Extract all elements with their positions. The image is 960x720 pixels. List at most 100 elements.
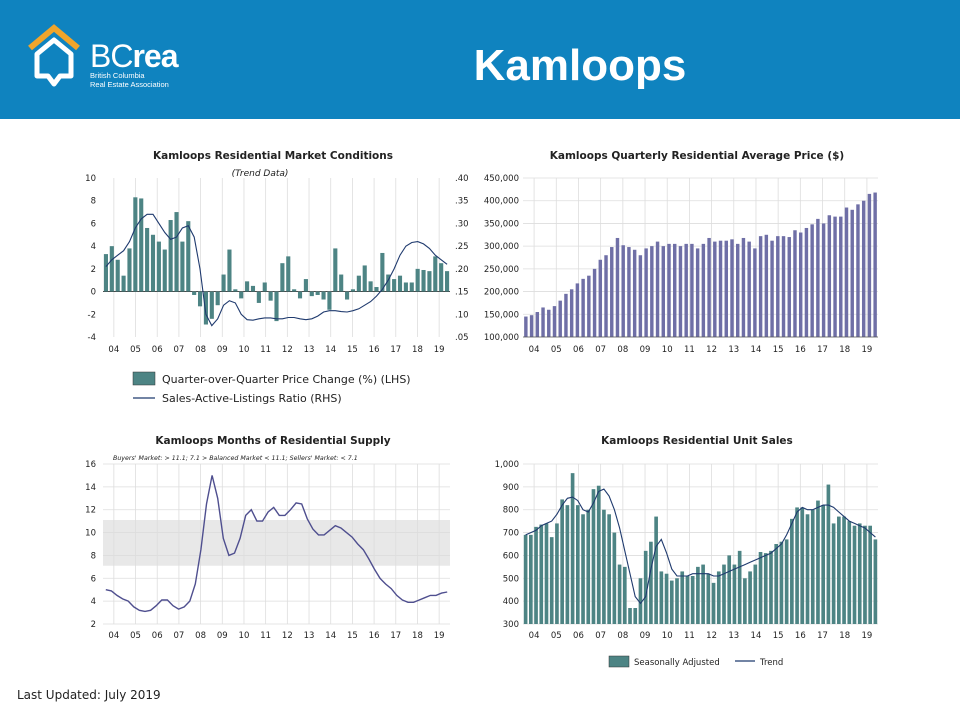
y-tick-label: 400 — [503, 597, 519, 607]
unit-sales-bar — [544, 523, 549, 624]
unit-sales-bar — [581, 514, 585, 624]
unit-sales-bar — [565, 505, 570, 624]
x-tick-label: 10 — [662, 345, 673, 355]
price-change-bar — [274, 291, 279, 322]
x-tick-label: 13 — [304, 345, 315, 355]
x-tick-label: 17 — [817, 345, 828, 355]
price-change-bar — [262, 282, 267, 292]
price-change-bar — [403, 282, 408, 292]
price-change-bar — [209, 291, 214, 319]
unit-sales-bar — [696, 566, 700, 624]
x-tick-label: 11 — [684, 631, 695, 641]
x-tick-label: 12 — [282, 631, 293, 641]
unit-sales-bar — [837, 516, 841, 624]
chart-title: Kamloops Residential Unit Sales — [601, 435, 793, 447]
price-change-bar — [215, 291, 220, 306]
brand-subtitle: British Columbia Real Estate Association — [90, 71, 200, 89]
unit-sales-bar — [758, 552, 763, 624]
chart-subtitle: (Trend Data) — [232, 169, 289, 179]
x-tick-label: 15 — [773, 345, 784, 355]
unit-sales-bar — [769, 550, 773, 624]
y-tick-label: .05 — [455, 333, 469, 343]
price-change-bar — [127, 248, 132, 292]
price-change-bar — [280, 263, 285, 292]
unit-sales-bar — [575, 505, 580, 624]
chart-title: Kamloops Months of Residential Supply — [155, 435, 390, 447]
unit-sales-bar — [539, 524, 544, 624]
x-tick-label: 14 — [751, 345, 762, 355]
x-tick-label: 07 — [173, 631, 184, 641]
legend-bar-label: Seasonally Adjusted — [634, 658, 720, 668]
unit-sales-bar — [591, 489, 596, 624]
average-price-bar — [673, 243, 677, 337]
y-tick-label: 250,000 — [484, 265, 519, 275]
average-price-bar — [827, 215, 832, 337]
x-tick-label: 05 — [551, 631, 562, 641]
y-tick-label: 10 — [85, 529, 96, 539]
unit-sales-bar — [628, 608, 632, 624]
y-tick-label: 14 — [85, 483, 96, 493]
x-tick-label: 04 — [529, 631, 540, 641]
brand-line-1: British Columbia — [90, 71, 145, 80]
unit-sales-bar — [784, 539, 789, 624]
price-change-bar — [286, 256, 291, 292]
x-tick-label: 09 — [217, 631, 228, 641]
x-tick-label: 18 — [839, 631, 850, 641]
x-tick-label: 04 — [108, 631, 119, 641]
price-change-bar — [168, 220, 173, 292]
x-tick-label: 19 — [861, 345, 872, 355]
last-updated-note: Last Updated: July 2019 — [17, 688, 161, 702]
price-change-bar — [180, 241, 185, 292]
y-tick-label: 8 — [91, 197, 96, 207]
x-tick-label: 09 — [640, 631, 651, 641]
average-price-bar — [770, 240, 774, 337]
average-price-bar — [798, 232, 803, 337]
x-tick-label: 19 — [434, 345, 445, 355]
price-change-bar — [315, 291, 320, 295]
average-price-bar — [627, 247, 631, 337]
y-tick-label: 12 — [85, 506, 96, 516]
x-tick-label: 14 — [751, 631, 762, 641]
x-tick-label: 09 — [640, 345, 651, 355]
average-price-bar — [581, 278, 585, 337]
average-price-bar — [873, 192, 877, 337]
y-tick-label: 700 — [503, 529, 519, 539]
average-price-bar — [833, 216, 837, 337]
average-price-bar — [610, 247, 614, 337]
x-tick-label: 16 — [795, 631, 806, 641]
price-change-bar — [197, 291, 203, 307]
y-tick-label: 2 — [91, 620, 96, 630]
brand-line-2: Real Estate Association — [90, 80, 169, 89]
x-tick-label: 19 — [434, 631, 445, 641]
price-change-bar — [203, 291, 208, 325]
price-change-bar — [327, 291, 332, 310]
average-price-bar — [793, 230, 797, 337]
y-tick-label: 8 — [91, 551, 96, 561]
average-price-bar — [575, 283, 580, 337]
y-tick-label: 16 — [85, 460, 96, 470]
x-tick-label: 18 — [412, 631, 423, 641]
x-tick-label: 17 — [390, 345, 401, 355]
unit-sales-bar — [810, 509, 815, 624]
average-price-bar — [644, 248, 648, 337]
x-tick-label: 12 — [706, 345, 717, 355]
unit-sales-bar — [743, 578, 747, 624]
y-tick-label: 300,000 — [484, 242, 519, 252]
unit-sales-bar — [685, 576, 690, 624]
x-tick-label: 18 — [839, 345, 850, 355]
unit-sales-bar — [555, 523, 559, 624]
y-tick-label: .30 — [455, 219, 469, 229]
x-tick-label: 13 — [728, 631, 739, 641]
average-price-bar — [655, 241, 660, 337]
price-change-bar — [415, 268, 420, 292]
average-price-bar — [816, 218, 820, 337]
unit-sales-bar — [675, 578, 679, 624]
x-tick-label: 15 — [347, 345, 358, 355]
price-change-bar — [427, 271, 432, 292]
average-price-bar — [701, 243, 706, 337]
price-change-bar — [268, 291, 273, 301]
x-tick-label: 05 — [130, 631, 141, 641]
y-tick-label: .10 — [455, 310, 469, 320]
x-tick-label: 11 — [684, 345, 695, 355]
